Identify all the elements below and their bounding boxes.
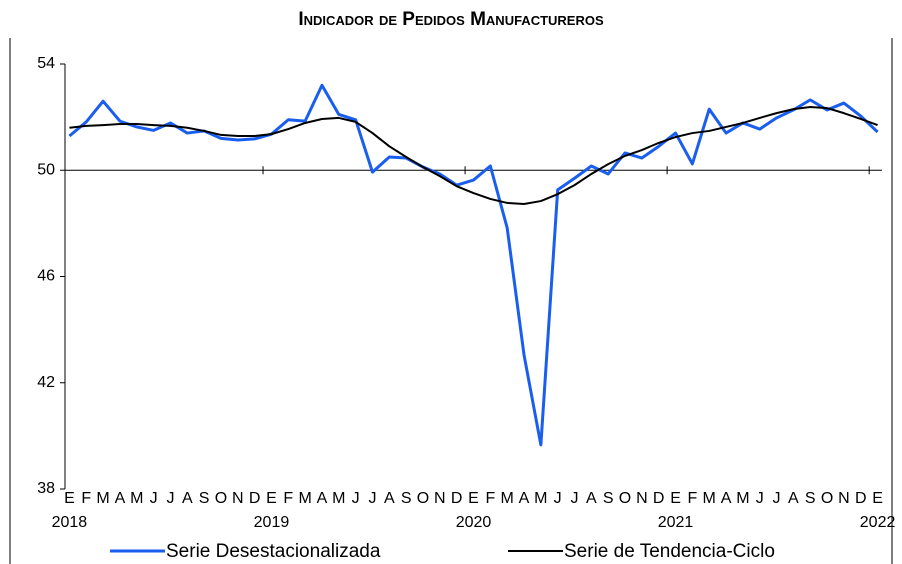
x-tick-label: O — [619, 490, 631, 507]
x-tick-label: A — [586, 490, 597, 507]
x-tick-label: E — [872, 490, 883, 507]
series-line — [68, 83, 879, 447]
y-tick-label: 46 — [37, 268, 55, 285]
x-tick-label: M — [534, 490, 547, 507]
x-tick-label: J — [554, 490, 562, 507]
x-tick-label: E — [64, 490, 75, 507]
x-tick-label: M — [298, 490, 311, 507]
x-tick-label: E — [468, 490, 479, 507]
x-tick-label: E — [670, 490, 681, 507]
x-tick-label: D — [855, 490, 867, 507]
x-tick-label: S — [805, 490, 816, 507]
x-tick-label: F — [283, 490, 293, 507]
x-tick-label: J — [150, 490, 158, 507]
y-tick-label: 54 — [37, 55, 55, 72]
x-tick-label: S — [401, 490, 412, 507]
x-tick-label: J — [571, 490, 579, 507]
x-tick-label: F — [485, 490, 495, 507]
x-tick-label: A — [788, 490, 799, 507]
x-tick-label: N — [232, 490, 244, 507]
x-tick-label: M — [130, 490, 143, 507]
x-tick-label: S — [603, 490, 614, 507]
x-tick-label: O — [417, 490, 429, 507]
x-tick-label: M — [736, 490, 749, 507]
x-tick-label: J — [773, 490, 781, 507]
x-tick-label: F — [81, 490, 91, 507]
x-tick-label: A — [384, 490, 395, 507]
x-tick-label: E — [266, 490, 277, 507]
series-line — [69, 106, 878, 205]
x-tick-label: J — [756, 490, 764, 507]
x-tick-label: J — [352, 490, 360, 507]
year-label: 2018 — [52, 514, 88, 531]
x-tick-label: M — [501, 490, 514, 507]
x-tick-label: M — [96, 490, 109, 507]
y-tick-label: 42 — [37, 374, 55, 391]
y-tick-label: 38 — [37, 480, 55, 497]
y-tick-label: 50 — [37, 161, 55, 178]
x-tick-label: F — [687, 490, 697, 507]
year-label: 2021 — [658, 514, 694, 531]
legend-label: Serie Desestacionalizada — [166, 541, 381, 562]
x-tick-label: A — [317, 490, 328, 507]
x-tick-label: D — [249, 490, 261, 507]
chart-title: Indicador de Pedidos Manufactureros — [298, 9, 604, 30]
x-tick-label: O — [821, 490, 833, 507]
x-tick-label: N — [636, 490, 648, 507]
x-tick-label: A — [721, 490, 732, 507]
x-tick-label: N — [434, 490, 446, 507]
x-tick-label: J — [166, 490, 174, 507]
x-tick-label: A — [182, 490, 193, 507]
legend-label: Serie de Tendencia-Ciclo — [564, 541, 775, 562]
x-tick-label: N — [838, 490, 850, 507]
x-tick-label: M — [332, 490, 345, 507]
x-tick-label: S — [199, 490, 210, 507]
x-tick-label: A — [519, 490, 530, 507]
x-tick-label: O — [215, 490, 227, 507]
year-label: 2020 — [456, 514, 492, 531]
x-tick-label: M — [703, 490, 716, 507]
x-tick-label: D — [451, 490, 463, 507]
x-tick-label: D — [653, 490, 665, 507]
x-tick-label: J — [368, 490, 376, 507]
year-label: 2022 — [860, 514, 896, 531]
x-tick-label: A — [115, 490, 126, 507]
year-label: 2019 — [254, 514, 290, 531]
